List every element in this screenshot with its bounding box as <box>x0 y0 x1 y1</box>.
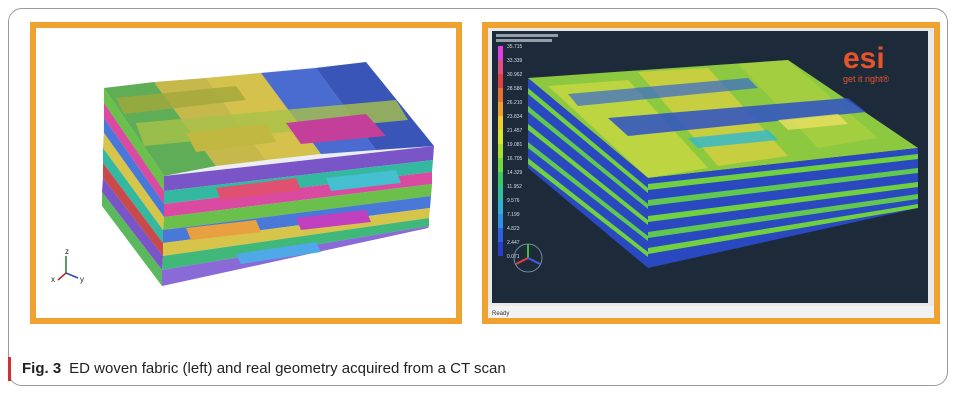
top-yarn <box>186 124 276 152</box>
esi-logo-brand: esi <box>843 42 885 75</box>
colorbar-tick-label: 7.199 <box>507 212 520 218</box>
axis-z-label: z <box>65 247 69 256</box>
woven-fabric-render: z x y <box>51 62 434 286</box>
colorbar-tick-label: 16.705 <box>507 156 523 162</box>
colorbar-tick-label: 21.457 <box>507 128 523 134</box>
readout-line <box>496 34 558 37</box>
esi-logo-tagline: get it right® <box>843 74 890 84</box>
axis-y-label: y <box>80 275 84 284</box>
colorbar-tick-label: 11.952 <box>507 184 522 190</box>
readout-line <box>496 39 552 42</box>
colorbar-tick-label: 23.834 <box>507 114 523 120</box>
esi-logo: esi get it right® <box>843 42 890 84</box>
colorbar-tick-label: 28.586 <box>507 86 523 92</box>
axis-x-label: x <box>51 275 55 284</box>
colorbar-labels: 35.715 33.339 30.962 28.586 26.210 23.83… <box>507 44 523 260</box>
fabric-layers-side <box>102 88 164 286</box>
colorbar-tick-label: 2.447 <box>507 240 520 246</box>
right-image-panel: 35.715 33.339 30.962 28.586 26.210 23.83… <box>482 22 940 324</box>
colorbar-tick-label: 30.962 <box>507 72 523 78</box>
colorbar-tick-label: 35.715 <box>507 44 523 50</box>
left-image-panel: z x y <box>30 22 462 324</box>
ct-scan-geometry <box>528 60 918 268</box>
status-text: Ready <box>492 311 509 317</box>
status-bar <box>488 306 934 318</box>
orientation-triad <box>513 243 543 273</box>
colorbar-tick-label: 26.210 <box>507 100 523 106</box>
caption-text: ED woven fabric (left) and real geometry… <box>69 360 506 377</box>
axis-triad: z x y <box>51 247 84 284</box>
fabric-layers-front <box>162 146 434 286</box>
figure-label: Fig. 3 <box>22 360 62 377</box>
colorbar-tick-label: 33.339 <box>507 58 523 64</box>
colorbar <box>498 46 503 256</box>
figure-caption: Fig. 3 ED woven fabric (left) and real ge… <box>22 360 506 377</box>
ct-scan-viewer: 35.715 33.339 30.962 28.586 26.210 23.83… <box>488 28 934 318</box>
colorbar-tick-label: 9.576 <box>507 198 520 204</box>
colorbar-tick-label: 0.071 <box>507 254 520 260</box>
top-yarn <box>116 86 246 114</box>
colorbar-tick-label: 14.329 <box>507 170 523 176</box>
caption-accent-bar <box>8 357 11 381</box>
colorbar-tick-label: 19.081 <box>507 142 523 148</box>
top-yarn <box>286 114 386 144</box>
colorbar-tick-label: 4.823 <box>507 226 520 232</box>
